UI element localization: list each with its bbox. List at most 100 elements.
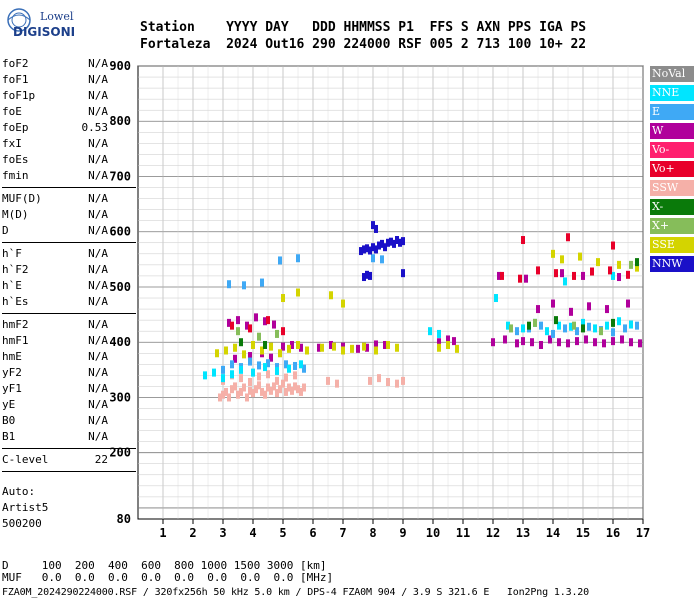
data-point-vo [500, 271, 504, 280]
data-point-nnw [398, 238, 402, 247]
data-point-nne [212, 368, 216, 377]
param-value: N/A [88, 318, 108, 331]
data-point-ssw [263, 390, 267, 399]
data-point-e [563, 324, 567, 333]
data-point-nnw [392, 239, 396, 248]
data-point-sse [362, 342, 366, 351]
data-point-x [275, 329, 279, 338]
param-key: M(D) [2, 208, 29, 221]
data-point-nne [239, 365, 243, 374]
data-point-x [239, 338, 243, 347]
data-point-w [269, 353, 273, 362]
data-point-w [446, 335, 450, 344]
param-row: MUF(D) N/A [2, 191, 136, 207]
data-point-nnw [359, 247, 363, 256]
data-point-w [245, 321, 249, 330]
data-point-w [515, 339, 519, 348]
data-point-e [635, 321, 639, 330]
data-point-ssw [401, 376, 405, 385]
param-key: h`Es [2, 295, 29, 308]
data-point-w [452, 337, 456, 346]
data-point-w [530, 338, 534, 347]
data-point-w [617, 273, 621, 282]
data-point-w [263, 317, 267, 326]
data-point-ssw [269, 386, 273, 395]
data-point-w [281, 342, 285, 351]
param-value: N/A [88, 398, 108, 411]
data-point-nne [617, 317, 621, 326]
data-point-e [551, 329, 555, 338]
data-point-vo [518, 274, 522, 283]
x-tick-label: 16 [606, 526, 620, 540]
data-point-ssw [281, 379, 285, 388]
data-point-ssw [296, 385, 300, 394]
data-point-nnw [371, 221, 375, 230]
auto-label: Auto: [2, 485, 36, 498]
y-tick-label: 400 [109, 335, 131, 349]
param-row: h`Es N/A [2, 294, 136, 310]
data-point-e [227, 280, 231, 289]
data-point-e [284, 360, 288, 369]
data-point-w [602, 339, 606, 348]
param-row: foE N/A [2, 104, 136, 120]
y-tick-label: 700 [109, 169, 131, 183]
x-tick-label: 3 [219, 526, 226, 540]
param-value: N/A [88, 57, 108, 70]
param-key: h`F2 [2, 263, 29, 276]
param-value: N/A [88, 279, 108, 292]
x-tick-label: 6 [309, 526, 316, 540]
param-value: N/A [88, 382, 108, 395]
data-point-vo [281, 327, 285, 336]
data-point-ssw [293, 371, 297, 380]
param-value: N/A [88, 414, 108, 427]
data-point-w [626, 299, 630, 308]
data-point-x [629, 260, 633, 269]
param-row: yF2 N/A [2, 365, 136, 381]
legend-item: X- [650, 199, 694, 215]
data-point-e [575, 327, 579, 336]
data-point-w [227, 318, 231, 327]
data-point-ssw [236, 390, 240, 399]
legend-item: Vo- [650, 142, 694, 158]
data-point-e [380, 255, 384, 264]
auto-code: 500200 [2, 517, 42, 530]
data-point-sse [287, 344, 291, 353]
data-point-vo [590, 267, 594, 276]
x-tick-label: 13 [516, 526, 530, 540]
param-key: B1 [2, 430, 16, 443]
data-point-sse [329, 291, 333, 300]
data-point-nne [629, 320, 633, 329]
param-key: foF1p [2, 89, 36, 102]
data-point-nnw [371, 243, 375, 252]
data-point-ssw [299, 387, 303, 396]
data-point-ssw [386, 377, 390, 386]
data-point-e [587, 322, 591, 331]
data-point-ssw [230, 385, 234, 394]
data-point-ssw [257, 372, 261, 381]
data-point-w [365, 343, 369, 352]
data-point-w [299, 343, 303, 352]
legend-item: NNE [650, 85, 694, 101]
data-point-sse [341, 299, 345, 308]
legend-item: SSW [650, 180, 694, 196]
clevel-row: C-level 22 [2, 452, 136, 468]
data-point-w [569, 307, 573, 316]
data-point-w [629, 338, 633, 347]
data-point-nne [287, 364, 291, 373]
param-value: N/A [88, 366, 108, 379]
param-value: N/A [88, 153, 108, 166]
x-tick-label: 12 [486, 526, 500, 540]
data-point-sse [395, 343, 399, 352]
data-point-ssw [239, 374, 243, 383]
data-point-x [581, 324, 585, 333]
data-point-ssw [233, 382, 237, 391]
parameter-panel: foF2 N/A foF1 N/A foF1p N/A foE N/A foEp 0.53 fxI N… [2, 56, 136, 475]
data-point-e [266, 359, 270, 368]
data-point-vo [230, 321, 234, 330]
header-values: Fortaleza 2024 Out16 290 224000 RSF 005 … [140, 37, 587, 52]
data-point-nne [581, 318, 585, 327]
param-key: h`E [2, 279, 22, 292]
data-point-vo [626, 270, 630, 279]
data-point-vo [566, 233, 570, 242]
